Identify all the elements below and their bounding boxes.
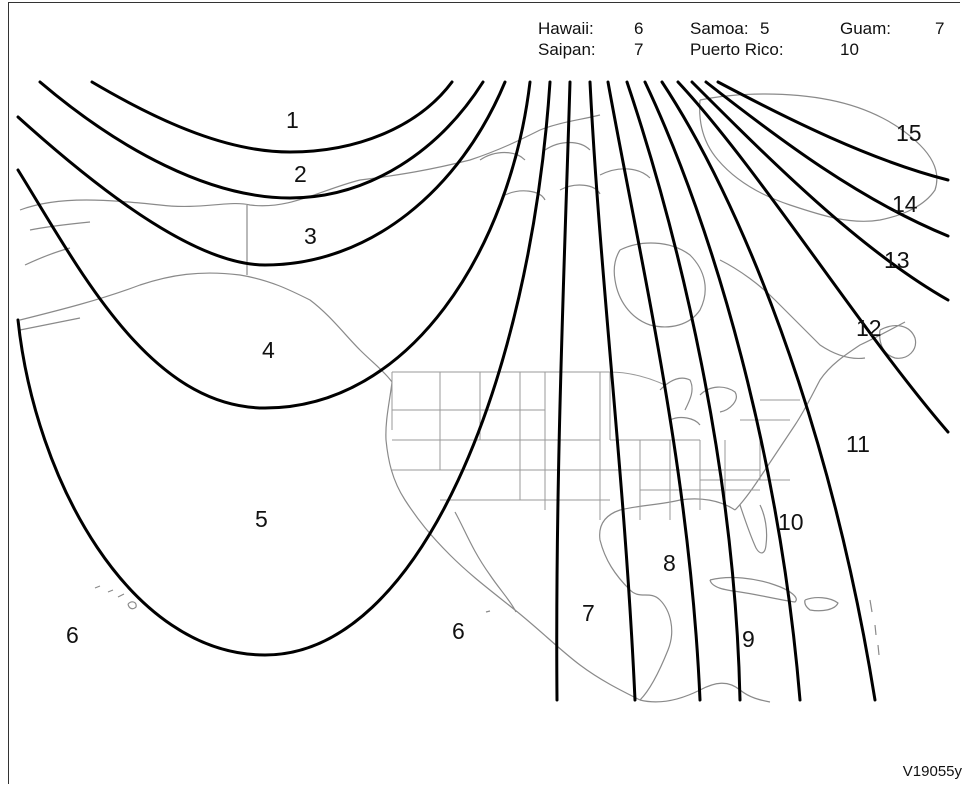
figure-id: V19055y xyxy=(902,763,962,780)
hispaniola-outline xyxy=(804,597,839,612)
zone-label: 9 xyxy=(742,626,755,652)
legend-name: Saipan: xyxy=(538,40,596,59)
greenland-outline xyxy=(699,93,938,222)
territory-legend: Hawaii: 6 Samoa: 5 Guam: 7 Saipan: 7 Pue… xyxy=(0,0,962,70)
island-outline xyxy=(485,610,491,613)
zone-line-3 xyxy=(16,80,507,267)
zone-labels: 1 2 3 4 5 6 6 7 8 9 10 11 12 13 14 15 xyxy=(66,107,922,652)
zone-label: 5 xyxy=(255,506,268,532)
zone-line-14 xyxy=(704,80,950,238)
zone-label: 6 xyxy=(66,622,79,648)
zone-label: 15 xyxy=(896,120,922,146)
zone-label: 10 xyxy=(778,509,804,535)
gulf-coast-outline xyxy=(599,498,736,701)
zone-line-8 xyxy=(606,80,702,702)
zone-label: 7 xyxy=(582,600,595,626)
north-coast-outline xyxy=(19,114,601,211)
legend-value: 10 xyxy=(840,40,859,59)
zone-line-5 xyxy=(16,80,552,657)
zone-label: 12 xyxy=(856,315,882,341)
legend-name: Puerto Rico: xyxy=(690,40,784,59)
west-coast-outline xyxy=(385,381,641,701)
aleutian-outline xyxy=(19,221,91,331)
zone-line-11 xyxy=(660,80,877,702)
zone-label: 13 xyxy=(884,247,910,273)
zone-boundaries xyxy=(16,80,950,702)
zone-label: 11 xyxy=(846,431,870,457)
legend-name: Guam: xyxy=(840,19,892,38)
zone-line-2 xyxy=(38,80,485,200)
zone-label: 14 xyxy=(892,191,918,217)
alaska-outline xyxy=(19,272,393,383)
florida-outline xyxy=(739,504,768,554)
zone-line-6 xyxy=(555,80,572,702)
zone-line-9 xyxy=(625,80,742,702)
zone-label: 2 xyxy=(294,161,307,187)
map-frame xyxy=(8,2,960,784)
legend-value: 7 xyxy=(935,19,945,38)
hudson-bay-outline xyxy=(613,242,706,328)
zone-line-12 xyxy=(676,80,950,434)
legend-value: 6 xyxy=(634,19,644,38)
legend-name: Hawaii: xyxy=(538,19,594,38)
zone-label: 4 xyxy=(262,337,275,363)
east-coast-outline xyxy=(734,321,906,511)
zone-line-15 xyxy=(716,80,950,182)
zone-label: 6 xyxy=(452,618,465,644)
great-lakes-outline xyxy=(659,377,737,426)
zone-label: 8 xyxy=(663,550,676,576)
central-america-outline xyxy=(639,682,771,703)
state-borders xyxy=(391,371,800,520)
legend-name: Samoa: xyxy=(690,19,749,38)
zone-line-13 xyxy=(690,80,950,302)
labrador-outline xyxy=(719,259,866,360)
antilles-outline xyxy=(869,599,880,656)
zone-line-10 xyxy=(643,80,802,702)
legend-value: 7 xyxy=(634,40,644,59)
zone-line-7 xyxy=(588,80,637,702)
legend-value: 5 xyxy=(760,19,770,38)
cuba-outline xyxy=(709,576,797,603)
zone-line-4 xyxy=(16,80,532,410)
zone-label: 1 xyxy=(286,107,299,133)
baja-outline xyxy=(454,511,517,613)
zone-label: 3 xyxy=(304,223,317,249)
hawaii-outline xyxy=(94,585,137,610)
zone-line-1 xyxy=(90,80,454,154)
